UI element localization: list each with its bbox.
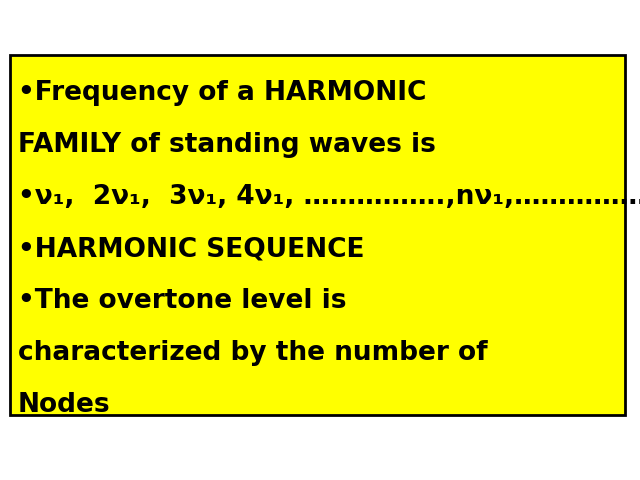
Text: •Frequency of a HARMONIC: •Frequency of a HARMONIC bbox=[18, 80, 426, 106]
Text: characterized by the number of: characterized by the number of bbox=[18, 340, 488, 366]
Text: Nodes: Nodes bbox=[18, 392, 111, 418]
Text: •ν₁,  2ν₁,  3ν₁, 4ν₁, …………….,nν₁,……………: •ν₁, 2ν₁, 3ν₁, 4ν₁, …………….,nν₁,…………… bbox=[18, 184, 640, 210]
FancyBboxPatch shape bbox=[10, 55, 625, 415]
Text: •The overtone level is: •The overtone level is bbox=[18, 288, 346, 314]
Text: FAMILY of standing waves is: FAMILY of standing waves is bbox=[18, 132, 436, 158]
Text: •HARMONIC SEQUENCE: •HARMONIC SEQUENCE bbox=[18, 236, 365, 262]
